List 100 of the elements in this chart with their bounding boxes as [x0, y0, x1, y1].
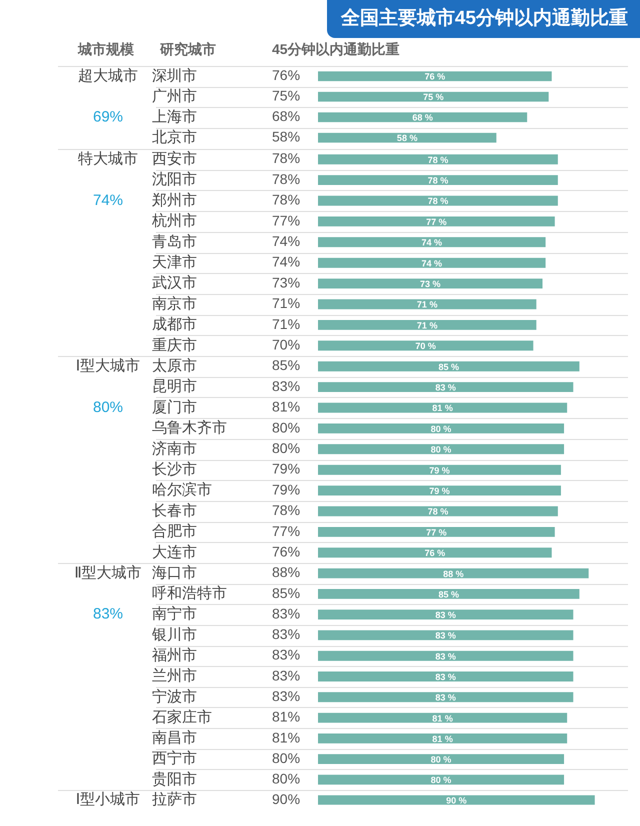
text: 73%	[272, 274, 300, 290]
text: 70%	[272, 336, 300, 352]
y-tick-label: 南昌市	[152, 729, 197, 746]
y-tick-label: 哈尔滨市	[152, 481, 212, 498]
text: 78%	[272, 150, 300, 166]
data-label: 68 %	[412, 112, 433, 123]
bar	[318, 464, 561, 475]
data-label: 73 %	[420, 278, 441, 289]
y-tick-label: 西宁市	[152, 750, 197, 767]
bar	[318, 423, 564, 434]
y-tick-label: 沈阳市	[152, 170, 197, 188]
bar	[318, 506, 558, 516]
bar	[318, 92, 549, 102]
y-tick-label: 银川市	[151, 626, 197, 644]
text: 71%	[272, 316, 300, 332]
data-label: 80 %	[430, 444, 452, 454]
text: 83%	[272, 626, 300, 642]
y-tick-label: 济南市	[152, 440, 197, 458]
y-tick-label: 青岛市	[152, 233, 197, 250]
text: 58%	[272, 128, 300, 145]
y-tick-label: 石家庄市	[152, 708, 212, 726]
data-label: 83 %	[435, 610, 456, 620]
y-tick-label: 长春市	[152, 502, 197, 520]
data-label: 83 %	[435, 382, 456, 392]
text: 75%	[272, 88, 300, 104]
bar	[318, 444, 564, 454]
text: 88%	[272, 564, 300, 580]
data-label: 74 %	[422, 237, 442, 248]
y-tick-label: 重庆市	[152, 336, 197, 354]
data-label: 78 %	[428, 175, 448, 186]
text: 83%	[272, 667, 300, 684]
data-label: 85 %	[438, 589, 459, 600]
data-label: 83 %	[435, 672, 456, 682]
bar	[318, 692, 574, 702]
y-tick-label: 太原市	[152, 357, 197, 374]
text: 81%	[272, 729, 300, 746]
text: 83%	[272, 605, 300, 622]
text: 79%	[272, 460, 300, 477]
data-label: 79 %	[429, 486, 450, 496]
y-tick-label: 乌鲁木齐市	[152, 419, 227, 436]
bar	[318, 382, 574, 392]
y-tick-label: 杭州市	[151, 212, 197, 230]
y-tick-label: 广州市	[152, 88, 197, 105]
text: 83%	[92, 606, 124, 623]
data-label: 78 %	[428, 196, 448, 206]
y-tick-label: 郑州市	[152, 192, 197, 209]
bar	[318, 361, 580, 372]
data-label: 81 %	[432, 403, 453, 414]
y-tick-label: 北京市	[152, 128, 197, 146]
bar	[318, 588, 580, 599]
text: 79%	[272, 481, 300, 498]
bar	[318, 568, 589, 578]
y-tick-label: 厦门市	[152, 398, 197, 416]
text: 69%	[92, 108, 124, 126]
text: 76%	[272, 543, 300, 560]
text: 80%	[272, 419, 300, 436]
bar	[318, 278, 543, 288]
y-tick-label: 深圳市	[152, 67, 197, 84]
text: 74%	[272, 254, 300, 270]
y-axis-title: Ⅰ型小城市	[76, 792, 140, 809]
chart-title: 全国主要城市45分钟以内通勤比重	[326, 0, 640, 38]
y-axis-title: 超大城市	[78, 67, 138, 84]
data-label: 80 %	[430, 774, 452, 785]
y-tick-label: 呼和浩特市	[152, 584, 227, 602]
y-tick-label: 合肥市	[152, 522, 197, 540]
data-label: 75 %	[423, 92, 444, 102]
text: 城市规模	[77, 40, 135, 57]
y-tick-label: 宁波市	[152, 688, 197, 706]
bar	[318, 630, 574, 640]
text: 81%	[272, 398, 300, 414]
y-tick-label: 海口市	[152, 564, 197, 582]
text: 80%	[272, 750, 300, 766]
text: 85%	[272, 357, 300, 374]
data-label: 81 %	[432, 713, 453, 724]
data-label: 81 %	[432, 734, 453, 744]
y-axis-title: Ⅰ型大城市	[76, 357, 140, 374]
text: 83%	[272, 688, 300, 704]
text: 研究城市	[159, 40, 216, 57]
bar	[318, 320, 536, 330]
y-tick-label: 贵阳市	[152, 770, 197, 788]
bar	[318, 671, 574, 682]
data-label: 71 %	[416, 300, 438, 310]
text: 45分钟以内通勤比重	[272, 40, 400, 57]
data-label: 79 %	[429, 465, 450, 476]
data-label: 90 %	[446, 796, 467, 806]
y-tick-label: 大连市	[152, 544, 197, 561]
bar	[318, 340, 534, 350]
text: 80%	[272, 440, 300, 456]
text: 74%	[92, 192, 124, 209]
bar	[318, 526, 555, 537]
text: 85%	[272, 584, 300, 601]
y-tick-label: 武汉市	[152, 274, 197, 292]
bar	[318, 154, 558, 164]
data-label: 88 %	[443, 568, 464, 579]
data-label: 77 %	[426, 216, 447, 227]
y-tick-label: 南宁市	[152, 606, 197, 623]
y-tick-label: 成都市	[152, 316, 197, 333]
y-tick-label: 昆明市	[152, 378, 197, 395]
text: 76%	[272, 67, 300, 84]
y-tick-label: 南京市	[152, 295, 197, 312]
